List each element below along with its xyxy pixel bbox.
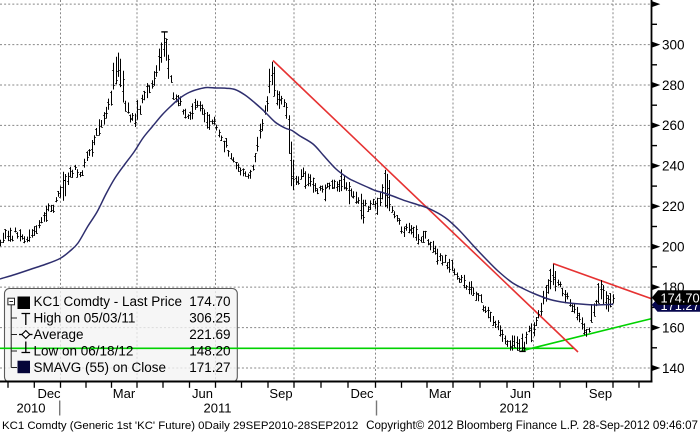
svg-text:221.69: 221.69 [189,327,230,342]
svg-text:Jun: Jun [192,386,213,401]
svg-text:174.70: 174.70 [189,294,230,309]
svg-text:160: 160 [662,320,685,335]
svg-text:Dec: Dec [37,386,61,401]
svg-text:SMAVG (55) on Close: SMAVG (55) on Close [34,360,167,375]
svg-text:260: 260 [662,118,685,133]
svg-text:Average: Average [34,327,84,342]
svg-text:148.20: 148.20 [189,344,230,359]
svg-text:High on 05/03/11: High on 05/03/11 [34,311,136,326]
svg-text:2011: 2011 [204,401,232,416]
svg-text:2010: 2010 [17,401,46,416]
svg-text:306.25: 306.25 [189,311,230,326]
svg-text:KC1 Comdty (Generic 1st 'KC' F: KC1 Comdty (Generic 1st 'KC' Future) 0Da… [2,420,358,432]
svg-text:171.27: 171.27 [189,360,230,375]
svg-text:220: 220 [662,199,685,214]
svg-text:Copyright© 2012 Bloomberg Fina: Copyright© 2012 Bloomberg Finance L.P. 2… [366,419,698,432]
svg-text:Sep: Sep [589,386,612,401]
svg-text:Jun: Jun [510,386,531,401]
svg-text:240: 240 [662,159,685,174]
svg-text:300: 300 [662,37,685,52]
svg-text:Mar: Mar [429,386,452,401]
svg-text:Mar: Mar [113,386,136,401]
svg-text:Sep: Sep [269,386,292,401]
svg-text:174.70: 174.70 [661,291,700,306]
svg-text:KC1 Comdty - Last Price: KC1 Comdty - Last Price [34,294,183,309]
svg-text:200: 200 [662,240,685,255]
svg-text:Low on 06/18/12: Low on 06/18/12 [34,344,134,359]
svg-text:140: 140 [662,361,685,376]
svg-text:2012: 2012 [500,401,529,416]
svg-text:Dec: Dec [350,386,374,401]
svg-text:280: 280 [662,78,685,93]
